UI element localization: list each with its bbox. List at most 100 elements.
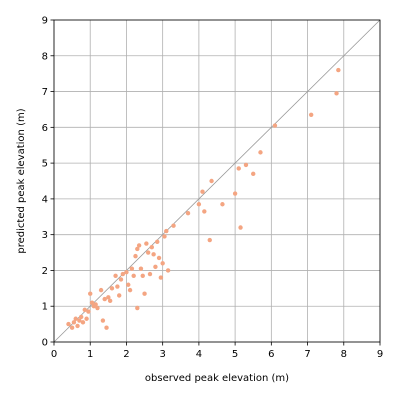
data-point bbox=[171, 223, 176, 228]
x-tick-label: 1 bbox=[87, 349, 93, 360]
data-point bbox=[202, 209, 207, 214]
data-point bbox=[75, 323, 80, 329]
data-point bbox=[251, 171, 256, 177]
data-point bbox=[136, 243, 142, 248]
data-point bbox=[84, 316, 89, 321]
data-point bbox=[93, 302, 98, 307]
x-tick-label: 5 bbox=[232, 349, 238, 360]
data-point bbox=[138, 266, 144, 271]
data-point bbox=[135, 305, 140, 311]
data-point bbox=[209, 178, 214, 184]
data-point bbox=[165, 268, 171, 273]
data-points bbox=[66, 67, 341, 330]
data-point bbox=[120, 271, 126, 277]
x-tick-label: 2 bbox=[123, 349, 129, 360]
data-point bbox=[73, 316, 78, 321]
data-point bbox=[69, 325, 75, 330]
data-point bbox=[109, 286, 115, 291]
data-point bbox=[236, 166, 241, 171]
x-tick-label: 0 bbox=[51, 349, 57, 360]
data-point bbox=[164, 228, 169, 234]
y-tick-label: 9 bbox=[42, 16, 48, 27]
x-tick-label: 3 bbox=[159, 349, 165, 360]
y-tick-label: 5 bbox=[42, 159, 48, 170]
data-point bbox=[77, 318, 82, 323]
data-point bbox=[185, 211, 191, 216]
data-point bbox=[153, 264, 158, 270]
data-point bbox=[80, 320, 86, 325]
data-point bbox=[126, 282, 131, 287]
data-point bbox=[118, 277, 124, 282]
data-point bbox=[155, 239, 160, 245]
data-point bbox=[71, 320, 77, 325]
data-point bbox=[113, 273, 118, 279]
x-tick-label: 8 bbox=[341, 349, 347, 360]
y-tick-label: 7 bbox=[42, 87, 48, 98]
data-point bbox=[238, 225, 243, 230]
data-point bbox=[115, 284, 120, 289]
y-tick-label: 6 bbox=[42, 123, 48, 134]
data-point bbox=[95, 305, 100, 311]
data-point bbox=[104, 325, 109, 330]
data-point bbox=[220, 202, 225, 207]
data-point bbox=[78, 314, 84, 320]
data-point bbox=[158, 275, 164, 280]
data-point bbox=[88, 291, 93, 296]
x-tick-label: 9 bbox=[377, 349, 383, 360]
data-point bbox=[131, 273, 136, 279]
data-point bbox=[336, 67, 341, 73]
x-tick-label: 7 bbox=[304, 349, 310, 360]
data-point bbox=[82, 307, 87, 312]
data-point bbox=[107, 298, 113, 304]
data-point bbox=[151, 252, 156, 257]
data-point bbox=[135, 246, 140, 252]
data-point bbox=[160, 261, 165, 266]
y-tick-label: 3 bbox=[42, 230, 48, 241]
data-point bbox=[308, 112, 314, 118]
x-axis-label: observed peak elevation (m) bbox=[145, 373, 289, 384]
data-point bbox=[207, 237, 212, 243]
data-point bbox=[100, 318, 106, 323]
reference-line-layer bbox=[53, 19, 381, 343]
data-point bbox=[142, 291, 147, 296]
x-axis-ticks: 0 1 2 3 4 5 6 7 8 9 bbox=[51, 342, 383, 360]
data-point bbox=[117, 293, 122, 298]
data-point bbox=[133, 253, 138, 259]
data-point bbox=[149, 244, 154, 250]
x-tick-label: 4 bbox=[196, 349, 202, 360]
y-tick-label: 8 bbox=[42, 51, 48, 62]
data-point bbox=[162, 234, 167, 239]
data-point bbox=[89, 300, 95, 305]
data-point bbox=[243, 162, 249, 168]
data-point bbox=[334, 91, 339, 96]
data-point bbox=[200, 189, 205, 194]
data-point bbox=[156, 255, 162, 261]
plot-frame bbox=[53, 19, 381, 343]
data-point bbox=[98, 287, 104, 293]
data-point bbox=[147, 271, 153, 277]
data-point bbox=[106, 295, 111, 300]
x-tick-label: 6 bbox=[268, 349, 274, 360]
data-point bbox=[129, 266, 135, 271]
y-tick-label: 0 bbox=[42, 338, 48, 349]
y-tick-label: 4 bbox=[42, 194, 48, 205]
data-point bbox=[196, 202, 202, 207]
data-point bbox=[140, 273, 145, 279]
reference-line bbox=[53, 19, 381, 343]
data-point bbox=[86, 309, 91, 314]
y-axis-label: predicted peak elevation (m) bbox=[16, 108, 27, 253]
data-point bbox=[124, 270, 129, 275]
data-point bbox=[144, 241, 149, 246]
data-point bbox=[272, 123, 278, 128]
data-point bbox=[232, 191, 238, 196]
y-tick-label: 1 bbox=[42, 302, 48, 313]
data-point bbox=[258, 150, 263, 155]
data-point bbox=[145, 250, 151, 255]
y-tick-label: 2 bbox=[42, 266, 48, 277]
y-axis-ticks: 0 1 2 3 4 5 6 7 8 9 bbox=[42, 16, 54, 349]
data-point bbox=[127, 287, 133, 293]
data-point bbox=[66, 321, 71, 327]
data-point bbox=[102, 296, 107, 302]
